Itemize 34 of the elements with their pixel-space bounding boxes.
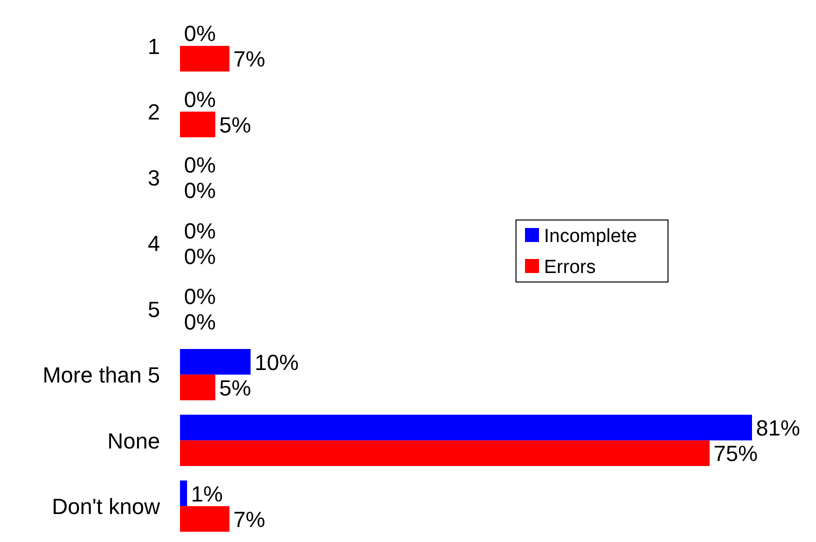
- y-tick-label: More than 5: [42, 362, 160, 388]
- legend-label: Incomplete: [544, 226, 637, 247]
- bar: [180, 506, 230, 532]
- bar: [180, 46, 230, 72]
- bar: [180, 374, 216, 400]
- data-label: 7%: [233, 506, 266, 532]
- data-label: 0%: [184, 21, 216, 46]
- data-label: 0%: [184, 86, 216, 112]
- data-label: 81%: [756, 416, 800, 441]
- data-label: 5%: [219, 112, 252, 138]
- bar: [180, 480, 188, 506]
- bar: [180, 440, 710, 466]
- data-label: 1%: [191, 481, 223, 506]
- data-label: 0%: [184, 178, 216, 204]
- y-tick-label: 1: [148, 34, 160, 59]
- legend-label: Errors: [544, 257, 596, 278]
- data-label: 0%: [184, 218, 216, 244]
- y-tick-label: 3: [148, 165, 160, 190]
- y-tick-label: None: [107, 428, 160, 454]
- data-label: 0%: [184, 310, 216, 335]
- data-label: 0%: [184, 152, 216, 178]
- bar: [180, 414, 752, 440]
- y-tick-label: 2: [148, 100, 160, 125]
- y-tick-label: 4: [148, 231, 160, 256]
- data-label: 75%: [714, 441, 758, 466]
- y-tick-label: 5: [148, 296, 160, 322]
- data-label: 0%: [184, 284, 216, 310]
- bar: [180, 112, 216, 138]
- data-label: 10%: [254, 350, 299, 375]
- bar: [180, 348, 251, 375]
- data-label: 0%: [184, 244, 216, 269]
- y-tick-label: Don't know: [52, 494, 160, 520]
- data-label: 7%: [233, 46, 266, 72]
- data-label: 5%: [219, 375, 252, 400]
